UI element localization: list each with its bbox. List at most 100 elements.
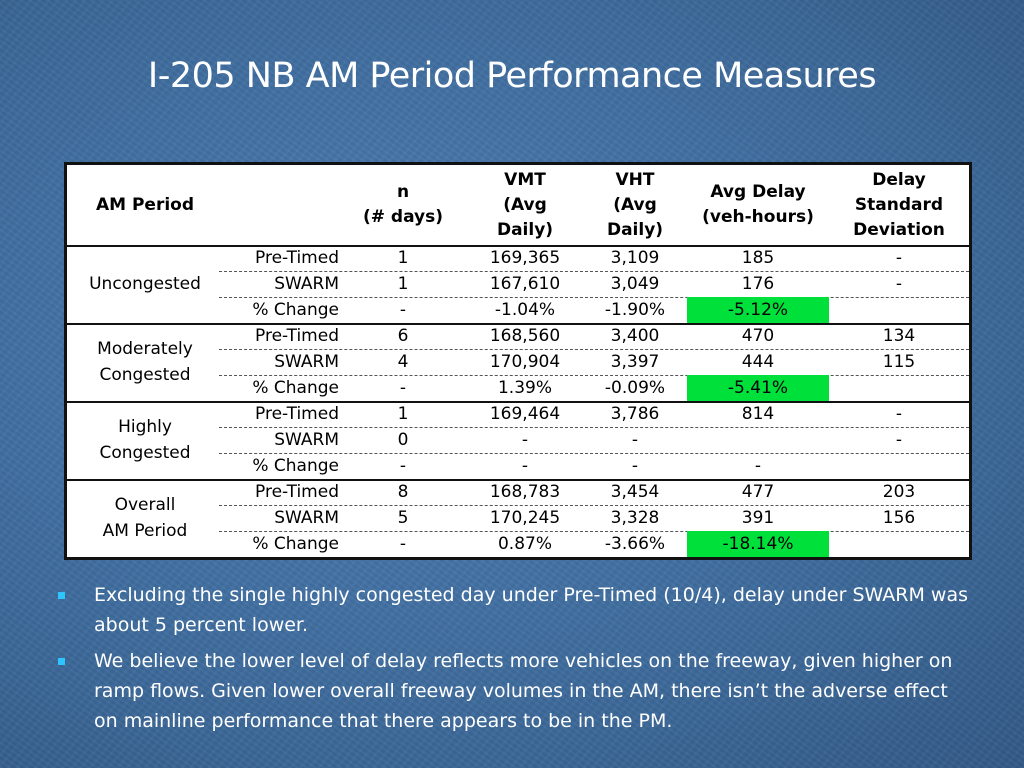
cell-sd: 203	[882, 482, 916, 502]
group-label: Overall AM Period	[102, 495, 188, 541]
cell-type: Pre-Timed	[255, 482, 339, 502]
table-row: % Change - - - -	[67, 453, 969, 479]
cell-vmt: 170,904	[489, 352, 561, 372]
table-group: Uncongested Pre-Timed 1 169,365 3,109 185- SWA…	[67, 245, 969, 325]
table-row: SWARM 4 170,904 3,397 444 115	[219, 349, 969, 376]
header-vht: VHT (Avg Daily)	[606, 169, 664, 240]
slide-title: I-205 NB AM Period Performance Measures	[147, 56, 877, 96]
cell-sd: -	[895, 274, 903, 294]
cell-vmt: 167,610	[489, 274, 561, 294]
cell-vht: 3,049	[610, 274, 660, 294]
table-row: SWARM 5 170,245 3,328 391 156	[219, 505, 969, 532]
cell-n: -	[399, 300, 407, 320]
cell-vmt: 168,783	[489, 482, 561, 502]
cell-type: % Change	[252, 378, 339, 398]
cell-delay: 391	[741, 508, 775, 528]
cell-sd	[839, 375, 959, 401]
header-vmt: VMT (Avg Daily)	[496, 169, 554, 240]
cell-n: 1	[397, 274, 409, 294]
cell-type: SWARM	[274, 274, 339, 294]
cell-delay: -18.14%	[687, 531, 829, 557]
cell-n: -	[399, 456, 407, 476]
cell-sd: -	[895, 404, 903, 424]
cell-vht: -1.90%	[604, 300, 666, 320]
cell-type: SWARM	[274, 508, 339, 528]
bullet-square-icon	[58, 592, 65, 599]
cell-vht: 3,328	[610, 508, 660, 528]
cell-vht: -	[631, 456, 639, 476]
table-group: Moderately Congested Pre-Timed 6 168,560 3,4…	[67, 323, 969, 403]
cell-vmt: 170,245	[489, 508, 561, 528]
cell-type: % Change	[252, 300, 339, 320]
table-row: % Change - 0.87% -3.66% -18.14%	[67, 531, 969, 557]
table-group: Highly Congested Pre-Timed 1 169,464 3,786 81…	[67, 401, 969, 481]
header-avg-delay: Avg Delay (veh-hours)	[702, 182, 814, 227]
cell-vmt: 168,560	[489, 326, 561, 346]
cell-n: 4	[397, 352, 409, 372]
cell-type: Pre-Timed	[255, 326, 339, 346]
cell-vmt: -1.04%	[494, 300, 556, 320]
cell-vht: -3.66%	[604, 534, 666, 554]
table-row: % Change - 1.39% -0.09% -5.41%	[67, 375, 969, 401]
table-row: SWARM 1 167,610 3,049 176 -	[219, 271, 969, 298]
bullet-item: Excluding the single highly congested da…	[56, 580, 976, 640]
cell-vmt: 0.87%	[497, 534, 552, 554]
cell-sd: -	[895, 430, 903, 450]
performance-table: AM Period n (# days) VMT (Avg Daily) VHT…	[64, 162, 972, 560]
cell-type: Pre-Timed	[255, 404, 339, 424]
cell-n: -	[399, 534, 407, 554]
cell-sd: 156	[882, 508, 916, 528]
cell-n: 8	[397, 482, 409, 502]
cell-type: % Change	[252, 534, 339, 554]
cell-type: Pre-Timed	[255, 248, 339, 268]
cell-delay	[687, 427, 829, 453]
cell-vht: 3,454	[610, 482, 660, 502]
group-label: Moderately Congested	[97, 339, 193, 385]
cell-sd	[839, 297, 959, 323]
cell-vht: 3,786	[610, 404, 660, 424]
cell-vmt: -	[521, 456, 529, 476]
header-n-days: n (# days)	[362, 182, 444, 227]
cell-delay: 185	[741, 248, 775, 268]
cell-n: 5	[397, 508, 409, 528]
table-group: Overall AM Period Pre-Timed 8 168,783 3,454 4…	[67, 479, 969, 557]
cell-delay: 444	[741, 352, 775, 372]
group-label: Highly Congested	[99, 417, 191, 463]
cell-type: % Change	[252, 456, 339, 476]
cell-n: -	[399, 378, 407, 398]
cell-sd: 115	[882, 352, 916, 372]
group-label: Uncongested	[89, 274, 201, 294]
cell-sd	[839, 531, 959, 557]
cell-delay: -5.41%	[687, 375, 829, 401]
table-row: Pre-Timed 6 168,560 3,400 470 134	[219, 323, 969, 350]
header-am-period: AM Period	[95, 194, 195, 215]
cell-delay: 477	[741, 482, 775, 502]
cell-n: 1	[397, 404, 409, 424]
cell-vht: 3,109	[610, 248, 660, 268]
cell-vmt: 169,464	[489, 404, 561, 424]
cell-type: SWARM	[274, 352, 339, 372]
cell-vht: -	[631, 430, 639, 450]
cell-sd	[839, 453, 959, 479]
cell-delay: -	[754, 456, 762, 476]
table-row: % Change - -1.04% -1.90% -5.12%	[67, 297, 969, 323]
cell-vht: 3,400	[610, 326, 660, 346]
table-row: Pre-Timed 8 168,783 3,454 477 203	[219, 479, 969, 506]
bullet-square-icon	[58, 658, 65, 665]
cell-n: 0	[397, 430, 409, 450]
cell-n: 6	[397, 326, 409, 346]
bullet-item: We believe the lower level of delay refl…	[56, 646, 976, 736]
bullet-text: We believe the lower level of delay refl…	[94, 650, 953, 732]
cell-delay: 470	[741, 326, 775, 346]
cell-delay: 814	[741, 404, 775, 424]
bullet-text: Excluding the single highly congested da…	[94, 584, 968, 636]
cell-sd: 134	[882, 326, 916, 346]
cell-vht: 3,397	[610, 352, 660, 372]
table-row: Pre-Timed 1 169,464 3,786 814 -	[219, 401, 969, 428]
cell-vht: -0.09%	[604, 378, 666, 398]
cell-delay: -5.12%	[687, 297, 829, 323]
table-row: SWARM 0 - - -	[219, 427, 969, 454]
cell-vmt: 1.39%	[497, 378, 552, 398]
table-header-row: AM Period n (# days) VMT (Avg Daily) VHT…	[67, 165, 969, 247]
cell-vmt: -	[521, 430, 529, 450]
